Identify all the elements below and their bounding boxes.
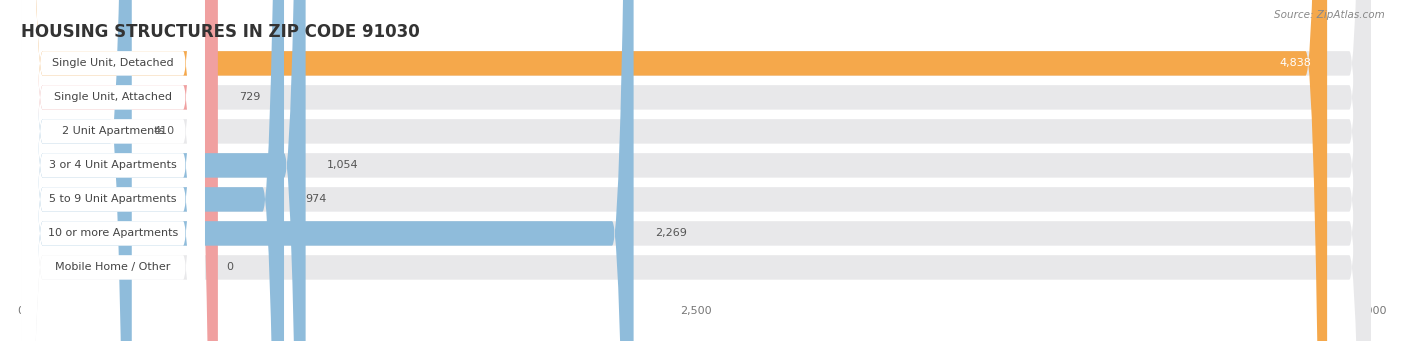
FancyBboxPatch shape bbox=[21, 0, 305, 341]
FancyBboxPatch shape bbox=[21, 0, 634, 341]
Text: 729: 729 bbox=[239, 92, 262, 102]
Text: 0: 0 bbox=[226, 263, 233, 272]
FancyBboxPatch shape bbox=[21, 0, 1371, 341]
FancyBboxPatch shape bbox=[21, 0, 205, 341]
Text: 410: 410 bbox=[153, 127, 174, 136]
FancyBboxPatch shape bbox=[21, 0, 218, 341]
Text: 2 Unit Apartments: 2 Unit Apartments bbox=[62, 127, 165, 136]
Text: Source: ZipAtlas.com: Source: ZipAtlas.com bbox=[1274, 10, 1385, 20]
FancyBboxPatch shape bbox=[21, 0, 205, 341]
FancyBboxPatch shape bbox=[21, 0, 205, 341]
FancyBboxPatch shape bbox=[21, 0, 1371, 341]
FancyBboxPatch shape bbox=[21, 0, 1371, 341]
FancyBboxPatch shape bbox=[21, 0, 1371, 341]
Text: Single Unit, Attached: Single Unit, Attached bbox=[53, 92, 172, 102]
FancyBboxPatch shape bbox=[21, 0, 205, 341]
FancyBboxPatch shape bbox=[21, 0, 284, 341]
Text: 974: 974 bbox=[305, 194, 328, 204]
Text: 2,269: 2,269 bbox=[655, 228, 688, 238]
FancyBboxPatch shape bbox=[21, 0, 1371, 341]
Text: 10 or more Apartments: 10 or more Apartments bbox=[48, 228, 179, 238]
FancyBboxPatch shape bbox=[21, 0, 205, 341]
FancyBboxPatch shape bbox=[21, 0, 205, 341]
FancyBboxPatch shape bbox=[21, 0, 205, 341]
Text: 3 or 4 Unit Apartments: 3 or 4 Unit Apartments bbox=[49, 160, 177, 170]
Text: 4,838: 4,838 bbox=[1279, 58, 1310, 69]
Text: 1,054: 1,054 bbox=[328, 160, 359, 170]
Text: Single Unit, Detached: Single Unit, Detached bbox=[52, 58, 174, 69]
FancyBboxPatch shape bbox=[21, 0, 1327, 341]
Text: Mobile Home / Other: Mobile Home / Other bbox=[55, 263, 170, 272]
Text: 5 to 9 Unit Apartments: 5 to 9 Unit Apartments bbox=[49, 194, 177, 204]
FancyBboxPatch shape bbox=[21, 0, 1371, 341]
FancyBboxPatch shape bbox=[21, 0, 132, 341]
FancyBboxPatch shape bbox=[21, 0, 1371, 341]
Text: HOUSING STRUCTURES IN ZIP CODE 91030: HOUSING STRUCTURES IN ZIP CODE 91030 bbox=[21, 23, 420, 41]
